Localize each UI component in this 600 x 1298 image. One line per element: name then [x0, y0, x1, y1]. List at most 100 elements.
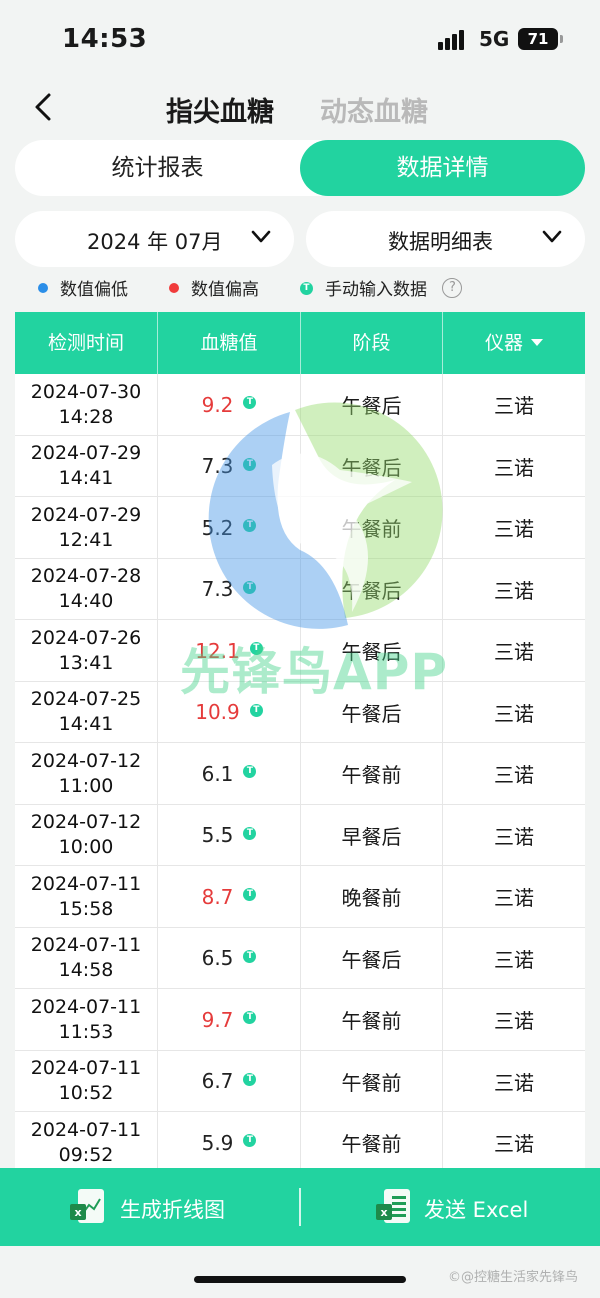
table-row[interactable]: 2024-07-11 11:53 9.7 T 午餐前 三诺 [15, 989, 585, 1051]
cell-device: 三诺 [494, 763, 534, 788]
cell-glucose-value: 6.5 T [158, 927, 301, 989]
table-row[interactable]: 2024-07-28 14:40 7.3 T 午餐后 三诺 [15, 558, 585, 620]
table-row[interactable]: 2024-07-12 10:00 5.5 T 早餐后 三诺 [15, 804, 585, 866]
row-time: 14:41 [58, 467, 114, 490]
manual-input-icon: T [243, 457, 257, 471]
row-date: 2024-07-11 [30, 1118, 142, 1141]
row-time: 15:58 [58, 897, 114, 920]
bottom-bar-divider [299, 1188, 301, 1226]
manual-input-icon: T [243, 1072, 257, 1086]
excel-chart-icon: x [70, 1189, 104, 1223]
cell-test-time: 2024-07-30 14:28 [15, 374, 158, 436]
manual-input-icon: T [243, 826, 257, 840]
row-time: 14:28 [58, 405, 114, 428]
row-date: 2024-07-12 [30, 749, 142, 772]
row-date: 2024-07-26 [30, 626, 142, 649]
table-row[interactable]: 2024-07-11 14:58 6.5 T 午餐后 三诺 [15, 927, 585, 989]
row-date: 2024-07-12 [30, 811, 142, 834]
help-icon[interactable]: ? [442, 278, 463, 298]
header-test-time: 检测时间 [15, 312, 158, 374]
cell-device: 三诺 [494, 1070, 534, 1095]
table-row[interactable]: 2024-07-30 14:28 9.2 T 午餐后 三诺 [15, 374, 585, 436]
glucose-value: 8.7 [201, 884, 234, 909]
caret-down-icon [531, 339, 543, 346]
row-time: 11:00 [58, 774, 114, 797]
home-indicator[interactable] [194, 1276, 406, 1283]
glucose-value: 7.3 [201, 577, 234, 602]
cell-test-time: 2024-07-11 11:53 [15, 989, 158, 1051]
manual-input-icon: T [243, 396, 257, 410]
network-label: 5G [479, 27, 510, 51]
manual-input-icon: T [300, 281, 313, 295]
manual-input-icon: T [243, 765, 257, 779]
legend-high: 数值偏高 [169, 277, 259, 303]
back-arrow-icon[interactable] [30, 92, 60, 122]
cell-phase: 午餐后 [301, 620, 443, 682]
chevron-down-icon [251, 230, 271, 243]
generate-line-chart-button[interactable]: x 生成折线图 [0, 1168, 300, 1246]
low-dot-icon [38, 283, 48, 293]
table-row[interactable]: 2024-07-11 10:52 6.7 T 午餐前 三诺 [15, 1050, 585, 1112]
header-device-filter[interactable]: 仪器 [443, 312, 585, 374]
cell-phase: 午餐后 [301, 681, 443, 743]
table-row[interactable]: 2024-07-26 13:41 12.1 T 午餐后 三诺 [15, 620, 585, 682]
glucose-value: 5.9 [201, 1130, 234, 1155]
table-row[interactable]: 2024-07-11 09:52 5.9 T 午餐前 三诺 [15, 1112, 585, 1168]
cell-phase: 晚餐前 [301, 866, 443, 928]
send-excel-button[interactable]: x 发送 Excel [300, 1168, 600, 1246]
segment-statistics-report[interactable]: 统计报表 [111, 155, 204, 181]
cell-phase: 午餐前 [301, 497, 443, 559]
view-type-selector[interactable]: 数据明细表 [306, 211, 585, 267]
manual-input-icon: T [243, 949, 257, 963]
cell-glucose-value: 6.1 T [158, 743, 301, 805]
segment-data-details[interactable]: 数据详情 [300, 140, 585, 196]
row-date: 2024-07-29 [30, 503, 142, 526]
manual-input-icon: T [249, 642, 263, 656]
cell-test-time: 2024-07-11 09:52 [15, 1112, 158, 1168]
cell-phase: 午餐前 [301, 989, 443, 1051]
cell-test-time: 2024-07-12 11:00 [15, 743, 158, 805]
table-row[interactable]: 2024-07-11 15:58 8.7 T 晚餐前 三诺 [15, 866, 585, 928]
generate-line-chart-label: 生成折线图 [120, 1198, 225, 1222]
row-date: 2024-07-11 [30, 995, 142, 1018]
cell-glucose-value: 7.3 T [158, 558, 301, 620]
cell-phase: 午餐后 [301, 435, 443, 497]
row-time: 09:52 [58, 1143, 114, 1166]
cell-phase: 午餐前 [301, 1050, 443, 1112]
month-selector-label: 2024 年 07月 [87, 230, 223, 254]
header: 指尖血糖 动态血糖 [0, 80, 600, 136]
cell-glucose-value: 12.1 T [158, 620, 301, 682]
row-date: 2024-07-11 [30, 1057, 142, 1080]
manual-input-icon: T [243, 580, 257, 594]
battery-icon: 71 [518, 28, 563, 50]
glucose-table: 检测时间 血糖值 阶段 仪器 2024-07-30 14:28 9.2 T 午餐后 三诺 2… [15, 312, 585, 1168]
tab-fingertip-glucose[interactable]: 指尖血糖 [166, 97, 274, 128]
corner-watermark: ©@控糖生活家先锋鸟 [448, 1270, 579, 1285]
table-row[interactable]: 2024-07-29 14:41 7.3 T 午餐后 三诺 [15, 435, 585, 497]
glucose-value: 9.2 [201, 392, 234, 417]
table-row[interactable]: 2024-07-29 12:41 5.2 T 午餐前 三诺 [15, 497, 585, 559]
cell-test-time: 2024-07-12 10:00 [15, 804, 158, 866]
table-row[interactable]: 2024-07-12 11:00 6.1 T 午餐前 三诺 [15, 743, 585, 805]
row-date: 2024-07-11 [30, 934, 142, 957]
manual-input-icon: T [243, 1011, 257, 1025]
manual-input-icon: T [243, 888, 257, 902]
glucose-value: 7.3 [201, 454, 234, 479]
row-time: 11:53 [58, 1020, 114, 1043]
row-date: 2024-07-28 [30, 565, 142, 588]
high-dot-icon [169, 283, 179, 293]
legend-high-label: 数值偏高 [191, 280, 259, 300]
glucose-value: 6.5 [201, 946, 234, 971]
row-date: 2024-07-29 [30, 442, 142, 465]
cell-test-time: 2024-07-11 14:58 [15, 927, 158, 989]
signal-icon [438, 30, 468, 50]
cell-test-time: 2024-07-11 10:52 [15, 1050, 158, 1112]
cell-device: 三诺 [494, 824, 534, 849]
status-time: 14:53 [62, 24, 148, 54]
cell-test-time: 2024-07-25 14:41 [15, 681, 158, 743]
cell-test-time: 2024-07-29 12:41 [15, 497, 158, 559]
table-row[interactable]: 2024-07-25 14:41 10.9 T 午餐后 三诺 [15, 681, 585, 743]
month-selector[interactable]: 2024 年 07月 [15, 211, 294, 267]
cell-test-time: 2024-07-26 13:41 [15, 620, 158, 682]
tab-dynamic-glucose[interactable]: 动态血糖 [320, 97, 428, 128]
